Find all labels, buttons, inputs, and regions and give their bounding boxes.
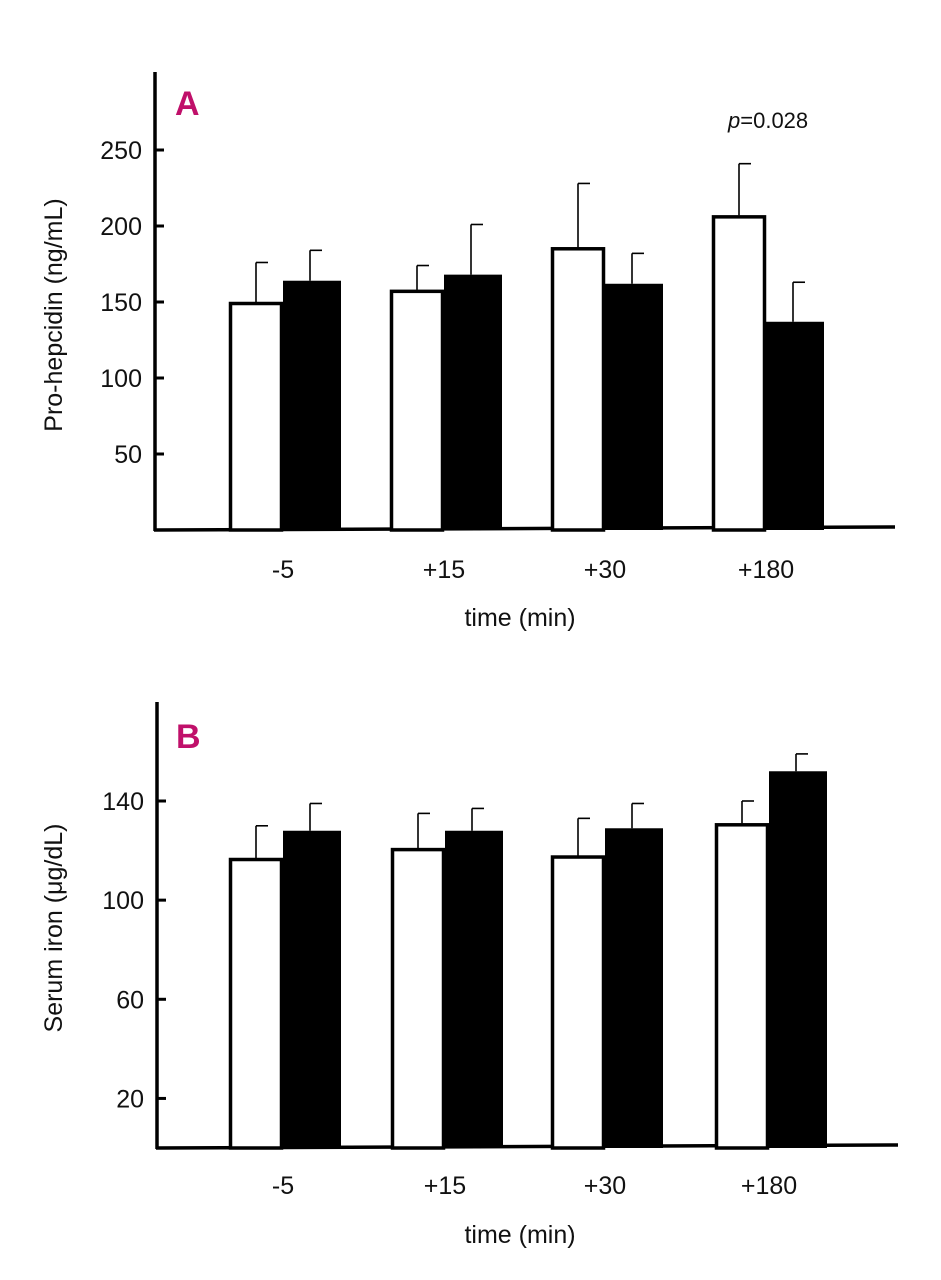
y-tick-label: 200 [100, 213, 142, 241]
bar-open [714, 823, 770, 1150]
panel-letter-a: A [175, 85, 200, 123]
y-tick-label: 250 [100, 137, 142, 165]
x-tick-label: +30 [584, 1172, 626, 1200]
bar-filled [444, 274, 502, 530]
panel-a: A Pro-hepcidin (ng/mL) time (min) p=0.02… [40, 72, 896, 632]
y-tick-label: 140 [102, 788, 144, 816]
p-value-text: =0.028 [740, 108, 808, 133]
x-tick-label: +180 [738, 556, 794, 584]
panel-b: B Serum iron (μg/dL) time (min) 20 60 100 1… [40, 702, 899, 1249]
bar-open [228, 301, 284, 532]
bar-filled [766, 321, 824, 530]
x-tick-label: -5 [272, 1172, 294, 1200]
bar-open [711, 215, 767, 532]
bar-open [550, 247, 606, 532]
bar-open [390, 847, 446, 1150]
x-axis-label-a: time (min) [464, 604, 575, 632]
x-tick-label: -5 [272, 556, 294, 584]
bar-filled [445, 830, 503, 1148]
bar-filled [769, 771, 827, 1148]
bar-filled [605, 828, 663, 1148]
y-axis-label-a: Pro-hepcidin (ng/mL) [40, 198, 68, 431]
bar-filled [283, 280, 341, 530]
y-tick-label: 60 [116, 986, 144, 1014]
y-tick-label: 50 [114, 441, 142, 469]
y-axis-label-b: Serum iron (μg/dL) [40, 824, 68, 1033]
panel-letter-b: B [176, 718, 201, 756]
y-tick-label: 150 [100, 289, 142, 317]
p-value-italic: p [727, 108, 740, 133]
p-value-annotation: p=0.028 [727, 108, 808, 133]
x-axis-label-b: time (min) [464, 1221, 575, 1249]
y-tick-label: 100 [100, 365, 142, 393]
bar-filled [605, 283, 663, 530]
y-tick-label: 100 [102, 887, 144, 915]
x-tick-label: +15 [423, 556, 465, 584]
bar-open [228, 857, 284, 1150]
x-tick-label: +180 [741, 1172, 797, 1200]
bar-filled [283, 830, 341, 1148]
bar-open [550, 855, 606, 1150]
bar-open [389, 289, 445, 532]
x-tick-label: +30 [584, 556, 626, 584]
y-tick-label: 20 [116, 1085, 144, 1113]
x-tick-label: +15 [424, 1172, 466, 1200]
